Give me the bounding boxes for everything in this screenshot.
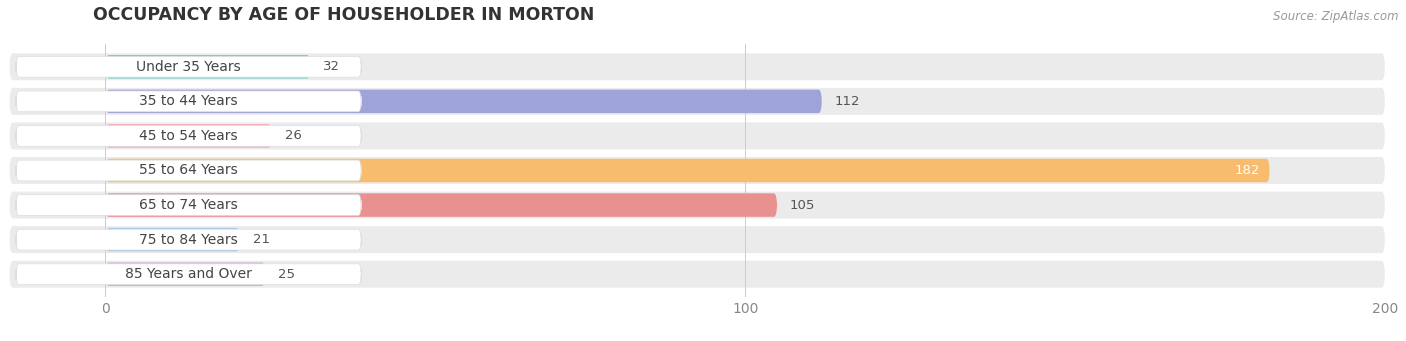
FancyBboxPatch shape xyxy=(10,122,1385,149)
FancyBboxPatch shape xyxy=(105,124,271,148)
FancyBboxPatch shape xyxy=(10,53,1385,80)
FancyBboxPatch shape xyxy=(10,88,1385,115)
FancyBboxPatch shape xyxy=(15,125,361,146)
Text: Source: ZipAtlas.com: Source: ZipAtlas.com xyxy=(1274,10,1399,23)
Text: 182: 182 xyxy=(1234,164,1260,177)
FancyBboxPatch shape xyxy=(10,261,1385,288)
FancyBboxPatch shape xyxy=(15,229,361,250)
FancyBboxPatch shape xyxy=(10,157,1385,184)
FancyBboxPatch shape xyxy=(15,195,361,216)
Text: 65 to 74 Years: 65 to 74 Years xyxy=(139,198,238,212)
Text: 35 to 44 Years: 35 to 44 Years xyxy=(139,94,238,108)
Text: 32: 32 xyxy=(323,60,340,73)
Text: 21: 21 xyxy=(253,233,270,246)
FancyBboxPatch shape xyxy=(105,193,778,217)
FancyBboxPatch shape xyxy=(105,159,1270,182)
FancyBboxPatch shape xyxy=(15,264,361,285)
Text: 85 Years and Over: 85 Years and Over xyxy=(125,267,252,281)
FancyBboxPatch shape xyxy=(105,55,311,78)
FancyBboxPatch shape xyxy=(15,56,361,77)
FancyBboxPatch shape xyxy=(15,160,361,181)
Text: OCCUPANCY BY AGE OF HOUSEHOLDER IN MORTON: OCCUPANCY BY AGE OF HOUSEHOLDER IN MORTO… xyxy=(93,6,593,24)
Text: Under 35 Years: Under 35 Years xyxy=(136,60,240,74)
FancyBboxPatch shape xyxy=(105,263,266,286)
Text: 45 to 54 Years: 45 to 54 Years xyxy=(139,129,238,143)
FancyBboxPatch shape xyxy=(105,228,240,251)
FancyBboxPatch shape xyxy=(10,226,1385,253)
Text: 25: 25 xyxy=(278,268,295,281)
Text: 75 to 84 Years: 75 to 84 Years xyxy=(139,233,238,247)
FancyBboxPatch shape xyxy=(15,91,361,112)
FancyBboxPatch shape xyxy=(105,90,823,113)
FancyBboxPatch shape xyxy=(10,192,1385,219)
Text: 105: 105 xyxy=(790,198,815,211)
Text: 26: 26 xyxy=(284,130,301,143)
Text: 55 to 64 Years: 55 to 64 Years xyxy=(139,163,238,178)
Text: 112: 112 xyxy=(835,95,860,108)
